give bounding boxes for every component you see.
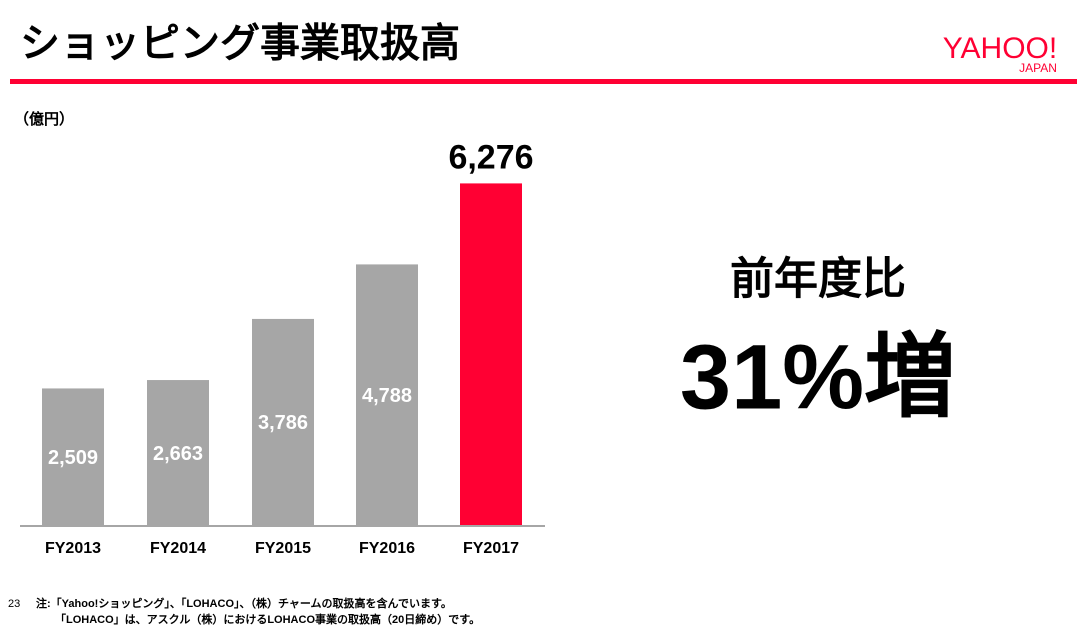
y-axis-label: （億円） <box>14 110 74 128</box>
value-label: 2,509 <box>48 447 98 469</box>
bar <box>252 318 314 525</box>
value-label: 2,663 <box>153 443 203 465</box>
bar <box>147 380 209 525</box>
value-label: 3,786 <box>258 412 308 434</box>
callout-label: 前年度比 <box>730 255 906 304</box>
logo-sub: JAPAN <box>1019 61 1057 75</box>
page-number: 23 <box>8 598 20 610</box>
x-tick-label: FY2017 <box>463 540 519 557</box>
slide-title: ショッピング事業取扱高 <box>20 22 460 66</box>
note: 「LOHACO」は、アスクル（株）におけるLOHACO事業の取扱高（20日締め）… <box>55 612 480 626</box>
bar <box>42 388 104 525</box>
value-label: 6,276 <box>448 138 533 176</box>
logo-main: YAHOO! <box>943 32 1057 65</box>
x-tick-label: FY2013 <box>45 540 101 557</box>
callout-text: 31%増 <box>680 326 956 428</box>
bar <box>356 264 418 525</box>
x-tick-label: FY2016 <box>359 540 415 557</box>
note: 注:「Yahoo!ショッピング」、「LOHACO」、（株）チャームの取扱高を含ん… <box>36 596 452 610</box>
x-tick-label: FY2014 <box>150 540 206 557</box>
x-tick-label: FY2015 <box>255 540 311 557</box>
title-rule <box>10 79 1077 84</box>
value-label: 4,788 <box>362 385 412 407</box>
bar <box>460 183 522 525</box>
